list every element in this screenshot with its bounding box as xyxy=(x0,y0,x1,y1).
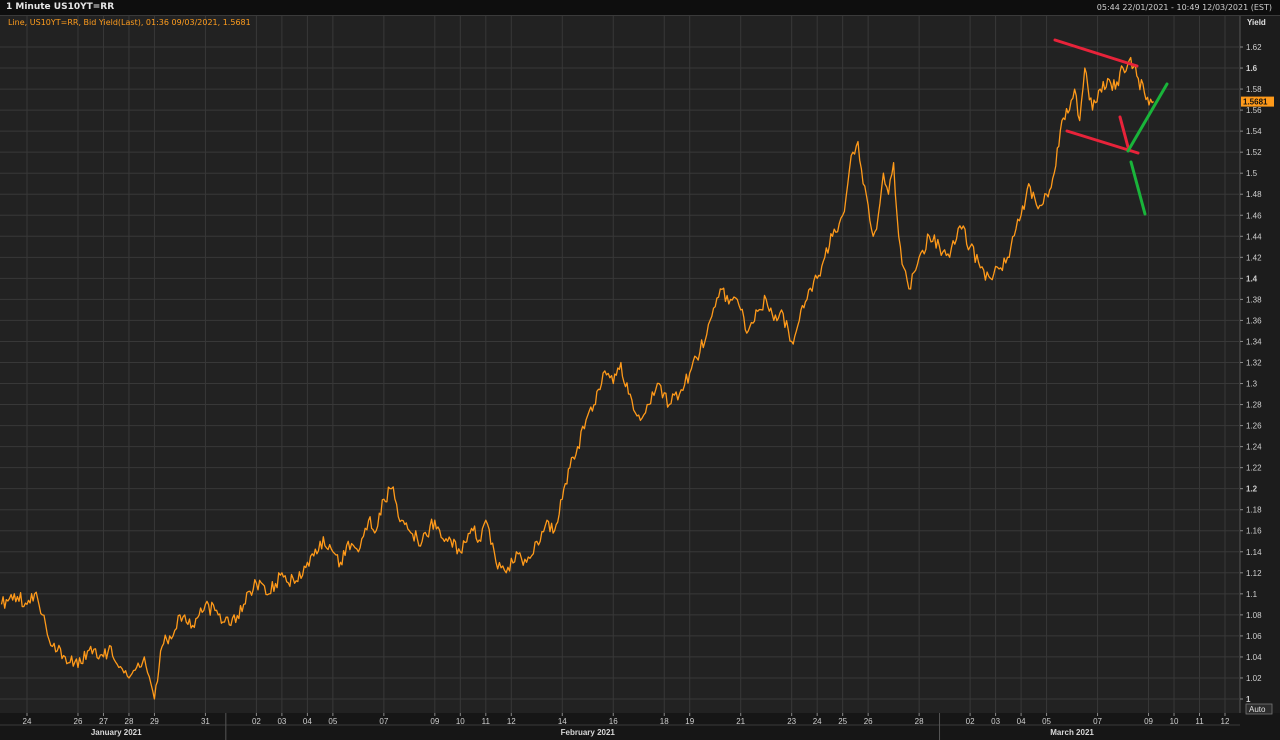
y-tick-label: 1.22 xyxy=(1246,464,1262,473)
y-tick-label: 1.6 xyxy=(1246,64,1258,73)
y-tick-label: 1.3 xyxy=(1246,380,1258,389)
y-tick-label: 1.48 xyxy=(1246,190,1262,199)
y-tick-label: 1.58 xyxy=(1246,85,1262,94)
x-axis-ticks: 24 26 27 28 29 31 02 03 04 05 07 09 10 11 12 14 16 18 19 21… xyxy=(23,713,1230,726)
y-tick-label: 1.26 xyxy=(1246,422,1262,431)
chart-title-bar: 1 Minute US10YT=RR 05:44 22/01/2021 - 10… xyxy=(0,0,1280,16)
y-tick-label: 1.14 xyxy=(1246,548,1262,557)
x-tick-label: 04 xyxy=(303,717,312,726)
y-axis-ticks: 1 1.02 1.04 1.06 1.08 1.1 1.12 1.14 1.16 1.18 1.2 1… xyxy=(1240,43,1262,704)
x-tick-label: 18 xyxy=(660,717,669,726)
red-down-move-line xyxy=(1118,115,1130,149)
x-tick-label: 07 xyxy=(379,717,388,726)
trend-annotations xyxy=(1053,38,1169,216)
y-tick-label: 1.16 xyxy=(1246,527,1262,536)
x-tick-label: 05 xyxy=(1042,717,1051,726)
x-tick-label: 11 xyxy=(482,717,491,726)
x-axis-months: January 2021 February 2021 March 2021 xyxy=(91,713,1094,740)
y-tick-label: 1.04 xyxy=(1246,653,1262,662)
last-value-tag: 1.5681 xyxy=(1241,96,1274,107)
y-tick-label: 1.52 xyxy=(1246,148,1262,157)
last-value-tag-text: 1.5681 xyxy=(1243,98,1268,107)
x-tick-label: 19 xyxy=(685,717,694,726)
y-tick-label: 1.38 xyxy=(1246,295,1262,304)
y-tick-label: 1.08 xyxy=(1246,611,1262,620)
y-tick-label: 1.5 xyxy=(1246,169,1258,178)
x-tick-label: 28 xyxy=(915,717,924,726)
y-tick-label: 1.34 xyxy=(1246,337,1262,346)
y-tick-label: 1.54 xyxy=(1246,127,1262,136)
x-tick-label: 24 xyxy=(813,717,822,726)
x-tick-label: 12 xyxy=(507,717,516,726)
y-tick-label: 1 xyxy=(1246,695,1251,704)
green-up-scenario-line xyxy=(1126,82,1169,153)
y-axis-title: Yield xyxy=(1247,18,1266,27)
month-label: February 2021 xyxy=(561,728,616,737)
x-tick-label: 07 xyxy=(1093,717,1102,726)
series-legend-label: Line, US10YT=RR, Bid Yield(Last), 01:36 … xyxy=(8,18,251,27)
x-tick-label: 24 xyxy=(23,717,32,726)
x-tick-label: 25 xyxy=(838,717,847,726)
x-tick-label: 04 xyxy=(1017,717,1026,726)
x-tick-label: 21 xyxy=(736,717,745,726)
y-axis-background xyxy=(1240,16,1280,713)
x-tick-label: 09 xyxy=(1144,717,1153,726)
green-down-scenario-line xyxy=(1129,160,1147,216)
x-tick-label: 26 xyxy=(74,717,83,726)
month-label: January 2021 xyxy=(91,728,142,737)
last-value-tag-background xyxy=(1241,96,1274,107)
y-tick-label: 1.62 xyxy=(1246,43,1262,52)
x-tick-label: 03 xyxy=(277,717,286,726)
x-tick-label: 02 xyxy=(252,717,261,726)
date-range-label: 05:44 22/01/2021 - 10:49 12/03/2021 (EST… xyxy=(1096,3,1272,12)
y-tick-label: 1.32 xyxy=(1246,358,1262,367)
y-tick-label: 1.06 xyxy=(1246,632,1262,641)
y-tick-label: 1.44 xyxy=(1246,232,1262,241)
y-tick-label: 1.12 xyxy=(1246,569,1262,578)
red-channel-upper-line xyxy=(1053,38,1139,68)
chart-title: 1 Minute US10YT=RR xyxy=(6,2,115,12)
x-tick-label: 16 xyxy=(609,717,618,726)
y-tick-label: 1.24 xyxy=(1246,443,1262,452)
x-tick-label: 28 xyxy=(125,717,134,726)
x-tick-label: 14 xyxy=(558,717,567,726)
x-tick-label: 10 xyxy=(1170,717,1179,726)
x-tick-label: 31 xyxy=(201,717,210,726)
y-tick-label: 1.42 xyxy=(1246,253,1262,262)
x-tick-label: 29 xyxy=(150,717,159,726)
x-tick-label: 12 xyxy=(1221,717,1230,726)
x-tick-label: 23 xyxy=(787,717,796,726)
gridlines xyxy=(0,16,1240,713)
y-tick-label: 1.02 xyxy=(1246,674,1262,683)
y-tick-label: 1.56 xyxy=(1246,106,1262,115)
y-tick-label: 1.46 xyxy=(1246,211,1262,220)
x-tick-label: 03 xyxy=(991,717,1000,726)
x-tick-label: 27 xyxy=(99,717,108,726)
yield-series-line xyxy=(0,56,1154,700)
y-tick-label: 1.2 xyxy=(1246,485,1258,494)
x-tick-label: 26 xyxy=(864,717,873,726)
auto-scale-button[interactable]: Auto xyxy=(1245,703,1273,715)
auto-button-label[interactable]: Auto xyxy=(1249,705,1266,714)
y-tick-label: 1.28 xyxy=(1246,401,1262,410)
x-tick-label: 02 xyxy=(966,717,975,726)
red-channel-lower-line xyxy=(1065,129,1140,155)
x-tick-label: 05 xyxy=(328,717,337,726)
x-tick-label: 10 xyxy=(456,717,465,726)
x-tick-label: 11 xyxy=(1195,717,1204,726)
x-axis-background xyxy=(0,713,1280,740)
y-tick-label: 1.4 xyxy=(1246,274,1258,283)
y-tick-label: 1.1 xyxy=(1246,590,1258,599)
x-tick-label: 09 xyxy=(430,717,439,726)
auto-button-background[interactable] xyxy=(1245,703,1273,715)
y-tick-label: 1.18 xyxy=(1246,506,1262,515)
month-label: March 2021 xyxy=(1050,728,1094,737)
y-tick-label: 1.36 xyxy=(1246,316,1262,325)
